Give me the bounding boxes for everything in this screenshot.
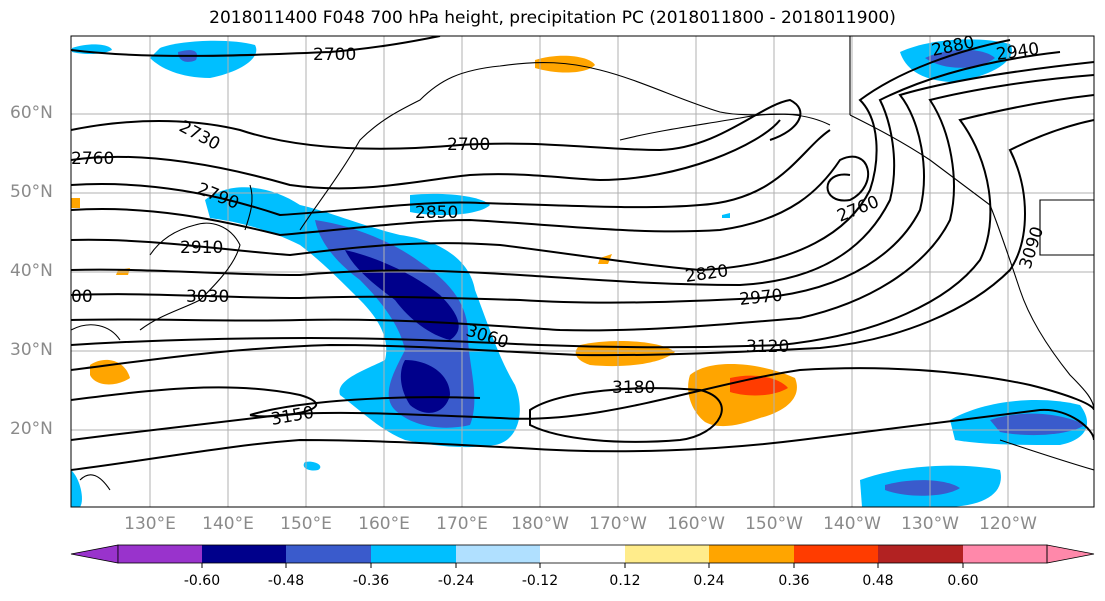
coastlines (71, 36, 1094, 491)
colorbar-tick-label: 0.60 (947, 573, 979, 589)
lon-label: 150°E (280, 514, 332, 534)
colorbar-bin (963, 545, 1047, 563)
contour-label: 3030 (186, 287, 229, 307)
colorbar-tick-label: 0.48 (862, 573, 894, 589)
contour-label: 3180 (612, 378, 655, 398)
lon-label: 120°W (979, 514, 1037, 534)
lat-label: 30°N (10, 340, 53, 360)
lon-label: 180°W (511, 514, 569, 534)
lon-label: 160°E (358, 514, 410, 534)
lat-label: 60°N (10, 103, 53, 123)
lon-label: 160°W (667, 514, 725, 534)
lon-label: 130°W (901, 514, 959, 534)
colorbar-bin (794, 545, 878, 563)
contour-label: 2850 (415, 203, 458, 223)
map-title: 2018011400 F048 700 hPa height, precipit… (209, 8, 896, 28)
colorbar-tick-label: -0.48 (267, 573, 305, 589)
lon-label: 140°W (823, 514, 881, 534)
lon-label: 140°E (202, 514, 254, 534)
colorbar-bin (878, 545, 963, 563)
lon-label: 150°W (745, 514, 803, 534)
colorbar-bin (371, 545, 456, 563)
colorbar-tick-label: -0.60 (183, 573, 221, 589)
lat-label: 40°N (10, 261, 53, 281)
colorbar-tick-label: -0.36 (352, 573, 390, 589)
colorbar-bin (709, 545, 794, 563)
lat-label: 50°N (10, 182, 53, 202)
lon-label: 170°W (589, 514, 647, 534)
colorbar-bin (202, 545, 286, 563)
height-contours (71, 36, 1094, 471)
contour-label: 3120 (746, 337, 789, 357)
colorbar-min-extension (70, 544, 119, 564)
colorbar (70, 544, 1095, 568)
contour-label: 2700 (313, 45, 356, 65)
contour-label: 2970 (738, 286, 783, 310)
colorbar-bin (540, 545, 625, 563)
colorbar-tick-label: -0.12 (521, 573, 559, 589)
colorbar-max-extension (1046, 544, 1095, 564)
colorbar-tick-label: -0.24 (437, 573, 475, 589)
contour-label: 2700 (447, 135, 490, 155)
map-frame (70, 35, 1095, 508)
colorbar-bin (625, 545, 709, 563)
contour-label: 2760 (71, 149, 114, 169)
colorbar-bin (118, 545, 202, 563)
colorbar-tick-label: 0.36 (778, 573, 810, 589)
lat-label: 20°N (10, 419, 53, 439)
lon-label: 130°E (124, 514, 176, 534)
colorbar-bin (286, 545, 371, 563)
colorbar-tick-label: 0.24 (693, 573, 725, 589)
colorbar-bin (456, 545, 540, 563)
colorbar-tick-label: 0.12 (609, 573, 641, 589)
contour-label: 2910 (180, 238, 223, 258)
contour-label: 00 (71, 287, 93, 307)
lon-label: 170°E (436, 514, 488, 534)
